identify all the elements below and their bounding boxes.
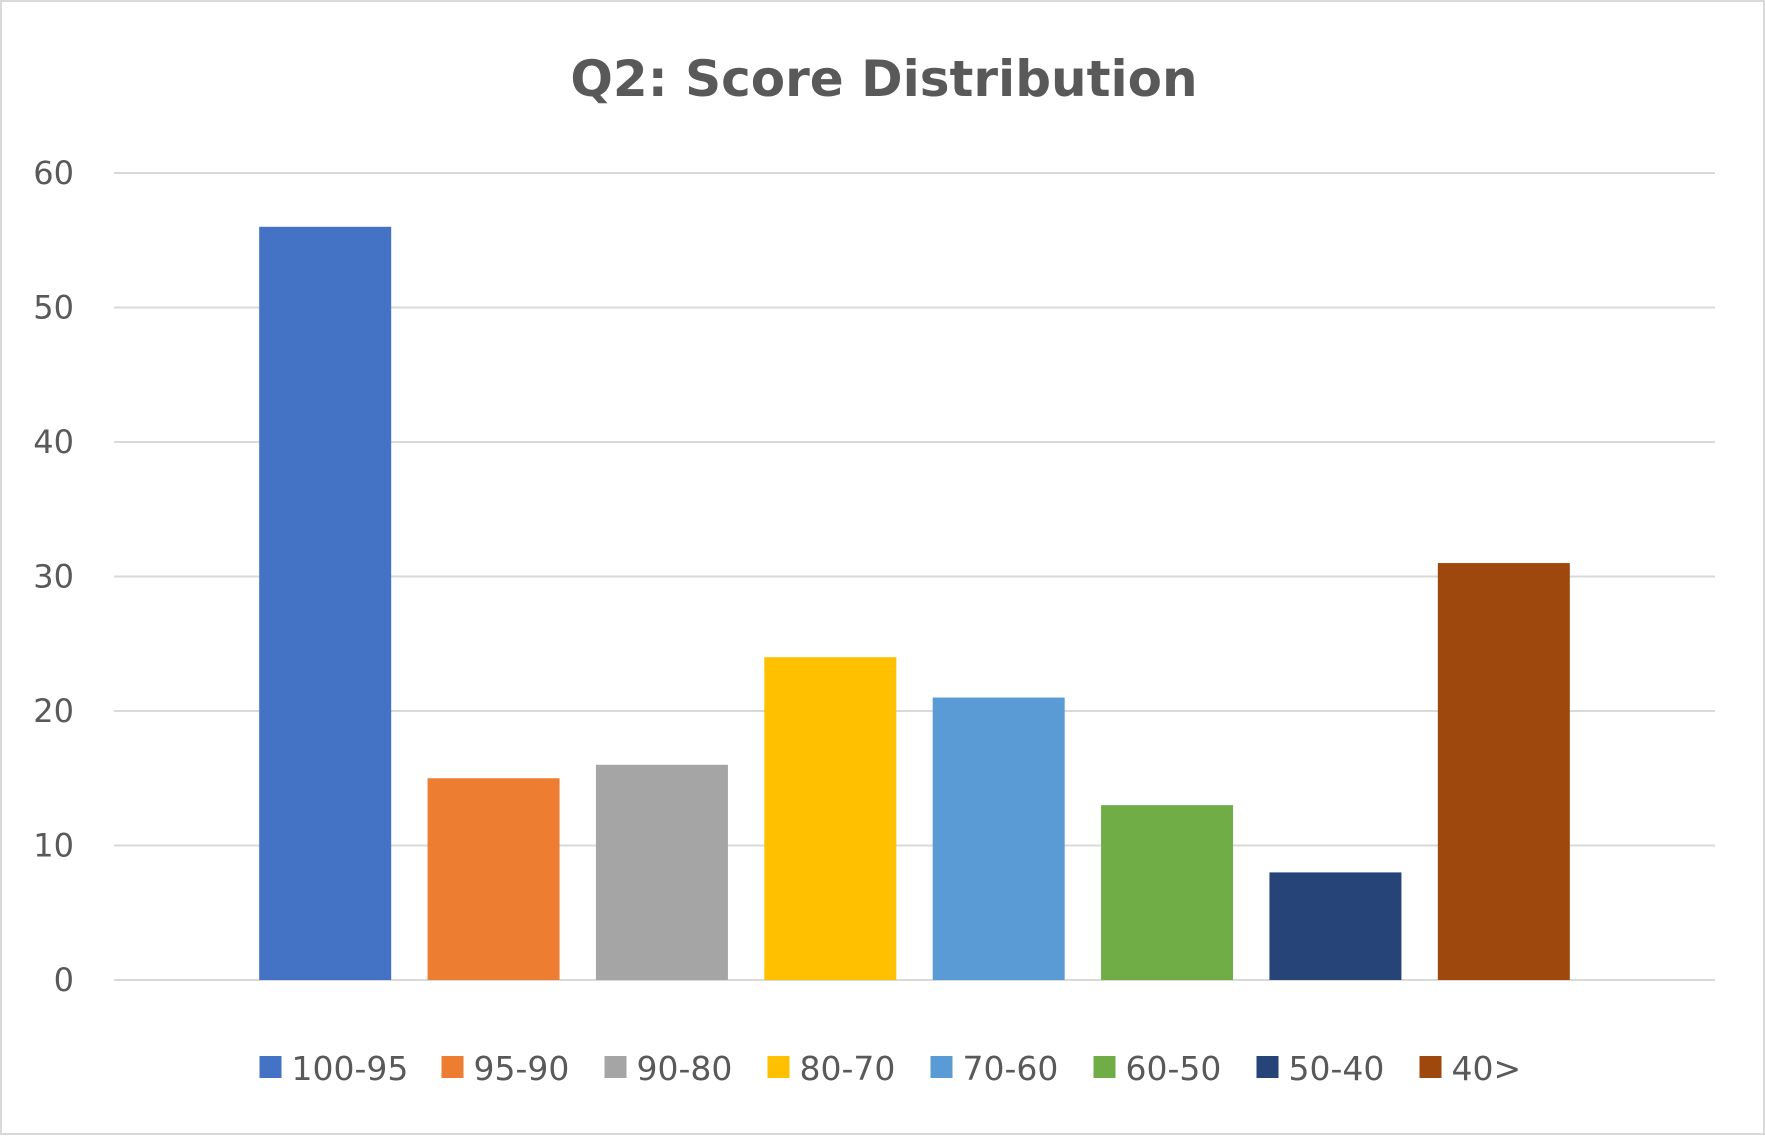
legend-swatch: [1256, 1056, 1279, 1078]
y-axis-ticks: 0 10 20 30 40 50 60: [33, 154, 74, 999]
y-tick-label: 30: [33, 558, 74, 596]
legend-swatch: [930, 1056, 953, 1078]
legend-label: 95-90: [474, 1049, 570, 1088]
y-tick-label: 20: [33, 692, 74, 730]
bar-90-80: [595, 764, 728, 980]
legend-label: 40>: [1452, 1049, 1522, 1088]
y-tick-label: 50: [33, 289, 74, 327]
legend-swatch: [1093, 1056, 1116, 1078]
y-tick-label: 10: [33, 827, 74, 865]
legend-label: 100-95: [292, 1049, 409, 1088]
bar-60-50: [1101, 805, 1234, 980]
legend-swatch: [604, 1056, 627, 1078]
bar-100-95: [259, 226, 392, 981]
y-tick-label: 0: [54, 961, 74, 999]
legend-swatch: [259, 1056, 282, 1078]
legend-swatch: [441, 1056, 464, 1078]
y-tick-label: 40: [33, 423, 74, 461]
bar-40>: [1437, 563, 1570, 980]
legend-label: 70-60: [963, 1049, 1059, 1088]
legend-label: 80-70: [800, 1049, 896, 1088]
legend-swatch: [1419, 1056, 1442, 1078]
bar-50-40: [1269, 872, 1402, 980]
chart-title: Q2: Score Distribution: [570, 50, 1197, 108]
y-tick-label: 60: [33, 154, 74, 192]
legend-swatch: [767, 1056, 790, 1078]
bar-80-70: [764, 657, 897, 980]
bar-95-90: [427, 778, 560, 980]
bar-70-60: [932, 697, 1065, 980]
legend-label: 50-40: [1289, 1049, 1385, 1088]
legend-label: 90-80: [637, 1049, 733, 1088]
legend: 100-95 95-90 90-80 80-70 70-60 60-50 50-40 40>: [259, 1049, 1522, 1088]
bars: [259, 226, 1570, 981]
legend-label: 60-50: [1126, 1049, 1222, 1088]
